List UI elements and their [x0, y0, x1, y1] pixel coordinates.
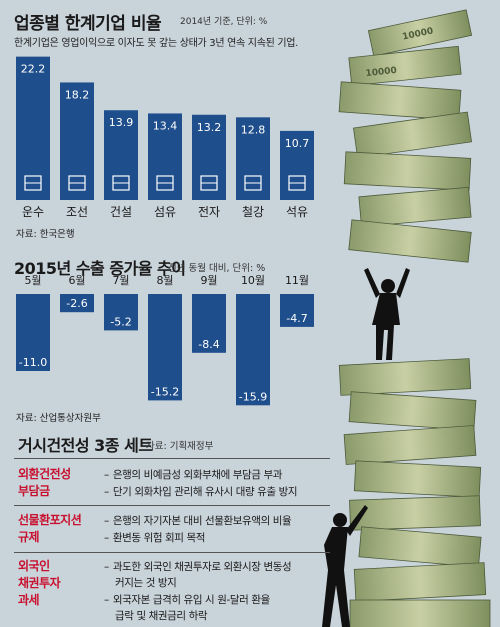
bar: [104, 294, 138, 331]
row3-label: 외국인 채권투자 과세: [18, 559, 61, 607]
chart1-source: 자료: 한국은행: [16, 229, 75, 240]
bar-value-label: 18.2: [65, 88, 90, 101]
row3-item: 외국자본 급격히 유입 시 원-달러 환율: [104, 592, 270, 608]
bar-value-label: 10.7: [285, 137, 310, 150]
row3-item: 과도한 외국인 채권투자로 외환시장 변동성: [104, 559, 292, 575]
category-label: 건설: [110, 205, 132, 219]
category-label: 석유: [286, 205, 308, 219]
bar-value-label: 12.8: [241, 123, 266, 136]
bar: [16, 56, 50, 200]
chart2-bar-chart: 5월 -11.0 6월 -2.6 7월 -5.2 8월 -15.2 9월 -8.4 10월 -15.9…: [16, 274, 314, 406]
lower-banknote-stack: [338, 358, 491, 627]
bar: [236, 294, 270, 406]
section3-divider: [14, 505, 330, 506]
bar: [16, 294, 50, 371]
bar-value-label: 13.2: [197, 121, 222, 134]
ship-icon: [68, 175, 86, 191]
steel-icon: [244, 175, 262, 191]
bar: [192, 294, 226, 353]
category-label: 11월: [285, 274, 309, 287]
chart1-subtitle: 한계기업은 영업이익으로 이자도 못 갚는 상태가 3년 연속 지속된 기업.: [14, 38, 299, 49]
category-label: 운수: [22, 205, 44, 219]
cargo-icon: [24, 175, 42, 191]
bar: [60, 294, 94, 313]
category-label: 7월: [112, 274, 129, 287]
bar-value-label: -15.2: [151, 385, 179, 398]
category-label: 전자: [198, 205, 220, 219]
chart1-bar-chart: 22.2 운수 18.2 조선 13.9 건설 13.4 섬유 13.2 전자 12.8 철강 10.7…: [16, 56, 314, 219]
man-holding-money-silhouette: [364, 268, 410, 360]
bar: [104, 110, 138, 200]
row1-label: 외환건전성 부담금: [18, 467, 71, 498]
row1-item: 은행의 비예금성 외화부채에 부담금 부과: [104, 467, 283, 483]
row2-item: 환변동 위험 회피 목적: [104, 530, 206, 546]
category-label: 조선: [66, 205, 88, 219]
chart2-unit-note: 전년 동월 대비, 단위: %: [168, 263, 266, 274]
chart2-title: 2015년 수출 증가율 추이: [14, 259, 186, 278]
oil-drop-icon: [288, 175, 306, 191]
chip-icon: [200, 175, 218, 191]
chart1-title: 업종별 한계기업 비율: [14, 14, 162, 34]
section3-divider: [14, 552, 330, 553]
bar: [60, 82, 94, 200]
chart2-source: 자료: 산업통상자원부: [16, 413, 101, 424]
row3-item-continued: 급락 및 채권금리 하락: [115, 610, 208, 622]
chart1-unit-note: 2014년 기준, 단위: %: [180, 17, 268, 27]
bar: [236, 117, 270, 200]
category-label: 9월: [200, 274, 217, 287]
bar: [192, 114, 226, 200]
row1-item: 단기 외화차입 관리해 유사시 대량 유출 방지: [104, 484, 298, 500]
row2-label: 선물환포지션 규제: [18, 513, 82, 544]
row2-item: 은행의 자기자본 대비 선물환보유액의 비율: [104, 513, 292, 529]
bar-value-label: -5.2: [110, 315, 131, 328]
bar-value-label: -8.4: [198, 338, 219, 351]
bar-value-label: 13.9: [109, 116, 134, 129]
bar-value-label: -2.6: [66, 297, 87, 310]
category-label: 10월: [241, 274, 265, 287]
money-stack-illustration: 10000 10000: [322, 9, 491, 627]
category-label: 8월: [156, 274, 173, 287]
bar-value-label: 22.2: [21, 63, 46, 76]
bar: [148, 294, 182, 401]
bar: [148, 113, 182, 200]
building-icon: [112, 175, 130, 191]
bar: [280, 294, 314, 327]
section3-divider: [14, 458, 330, 459]
section3-source: 자료: 기획재정부: [146, 441, 214, 452]
category-label: 섬유: [154, 205, 176, 219]
category-label: 철강: [242, 205, 264, 219]
category-label: 5월: [24, 274, 41, 287]
bar-value-label: -4.7: [286, 312, 307, 325]
banknote-denomination: 10000: [365, 66, 397, 79]
upper-banknote-stack: [338, 9, 473, 263]
bar-value-label: -15.9: [239, 390, 267, 403]
fabric-roll-icon: [156, 175, 174, 191]
category-label: 6월: [68, 274, 85, 287]
row3-item-continued: 커지는 것 방지: [115, 577, 177, 589]
bar-value-label: 13.4: [153, 119, 178, 132]
bar: [280, 130, 314, 200]
bar-value-label: -11.0: [19, 356, 47, 369]
section3-title: 거시건전성 3종 세트: [18, 436, 153, 455]
